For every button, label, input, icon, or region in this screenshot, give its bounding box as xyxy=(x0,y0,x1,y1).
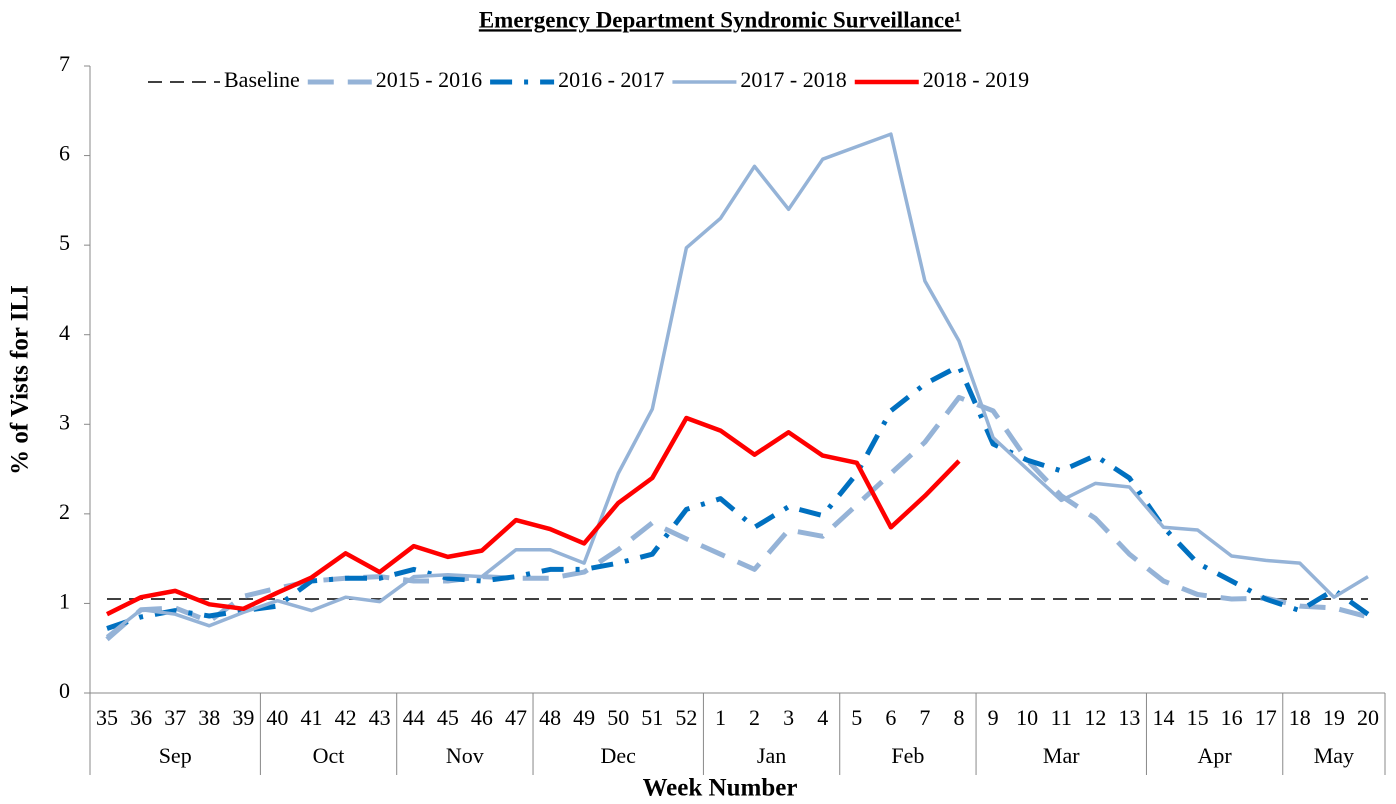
x-tick-label: 17 xyxy=(1255,705,1277,730)
x-tick-label: 4 xyxy=(817,705,828,730)
x-tick-label: 43 xyxy=(369,705,391,730)
x-tick-label: 6 xyxy=(885,705,896,730)
x-axis-title: Week Number xyxy=(643,775,798,802)
series-line xyxy=(105,132,1369,638)
series-line xyxy=(105,415,961,617)
month-label: Nov xyxy=(446,743,484,768)
x-tick-label: 3 xyxy=(783,705,794,730)
x-tick-label: 7 xyxy=(919,705,930,730)
legend-label: 2017 - 2018 xyxy=(740,67,846,92)
y-axis-title: % of Vists for ILI xyxy=(7,285,34,475)
x-tick-label: 44 xyxy=(403,705,425,730)
month-label: Feb xyxy=(891,743,924,768)
x-tick-label: 35 xyxy=(96,705,118,730)
x-tick-label: 15 xyxy=(1187,705,1209,730)
x-tick-label: 46 xyxy=(471,705,493,730)
x-tick-label: 42 xyxy=(335,705,357,730)
x-tick-label: 16 xyxy=(1221,705,1243,730)
x-tick-label: 48 xyxy=(539,705,561,730)
x-tick-label: 49 xyxy=(573,705,595,730)
x-tick-label: 20 xyxy=(1357,705,1379,730)
x-tick-label: 11 xyxy=(1051,705,1072,730)
x-tick-label: 45 xyxy=(437,705,459,730)
month-label: Mar xyxy=(1043,743,1080,768)
legend-label: Baseline xyxy=(224,67,300,92)
x-tick-label: 39 xyxy=(232,705,254,730)
chart-title: Emergency Department Syndromic Surveilla… xyxy=(479,7,961,32)
x-tick-label: 12 xyxy=(1084,705,1106,730)
x-tick-label: 18 xyxy=(1289,705,1311,730)
x-tick-label: 10 xyxy=(1016,705,1038,730)
series-line xyxy=(105,394,1369,642)
x-tick-label: 19 xyxy=(1323,705,1345,730)
month-label: Dec xyxy=(601,743,637,768)
x-tick-label: 50 xyxy=(607,705,629,730)
legend-label: 2018 - 2019 xyxy=(923,67,1029,92)
x-tick-label: 2 xyxy=(749,705,760,730)
y-tick-label: 7 xyxy=(59,51,70,76)
x-tick-label: 41 xyxy=(301,705,323,730)
legend-label: 2015 - 2016 xyxy=(376,67,482,92)
x-tick-label: 8 xyxy=(954,705,965,730)
x-tick-label: 36 xyxy=(130,705,152,730)
month-label: May xyxy=(1314,743,1354,768)
x-tick-label: 37 xyxy=(164,705,186,730)
x-tick-label: 9 xyxy=(988,705,999,730)
month-label: Oct xyxy=(313,743,345,768)
x-tick-label: 5 xyxy=(851,705,862,730)
x-tick-label: 14 xyxy=(1152,705,1174,730)
y-tick-label: 0 xyxy=(59,678,70,703)
x-tick-label: 47 xyxy=(505,705,527,730)
x-tick-label: 13 xyxy=(1118,705,1140,730)
y-tick-label: 5 xyxy=(59,230,70,255)
x-tick-label: 38 xyxy=(198,705,220,730)
x-tick-label: 1 xyxy=(715,705,726,730)
legend-label: 2016 - 2017 xyxy=(558,67,664,92)
month-label: Apr xyxy=(1197,743,1232,768)
month-label: Sep xyxy=(159,743,192,768)
y-tick-label: 2 xyxy=(59,499,70,524)
y-tick-label: 3 xyxy=(59,409,70,434)
y-tick-label: 1 xyxy=(59,588,70,613)
month-label: Jan xyxy=(757,743,786,768)
y-tick-label: 4 xyxy=(59,320,70,345)
x-tick-label: 51 xyxy=(641,705,663,730)
y-tick-label: 6 xyxy=(59,141,70,166)
x-tick-label: 52 xyxy=(675,705,697,730)
series-line xyxy=(106,363,1370,631)
x-tick-label: 40 xyxy=(266,705,288,730)
